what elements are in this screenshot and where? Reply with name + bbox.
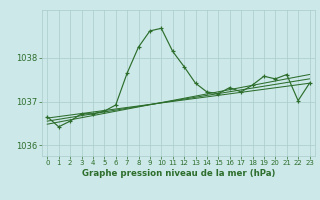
X-axis label: Graphe pression niveau de la mer (hPa): Graphe pression niveau de la mer (hPa) bbox=[82, 169, 275, 178]
